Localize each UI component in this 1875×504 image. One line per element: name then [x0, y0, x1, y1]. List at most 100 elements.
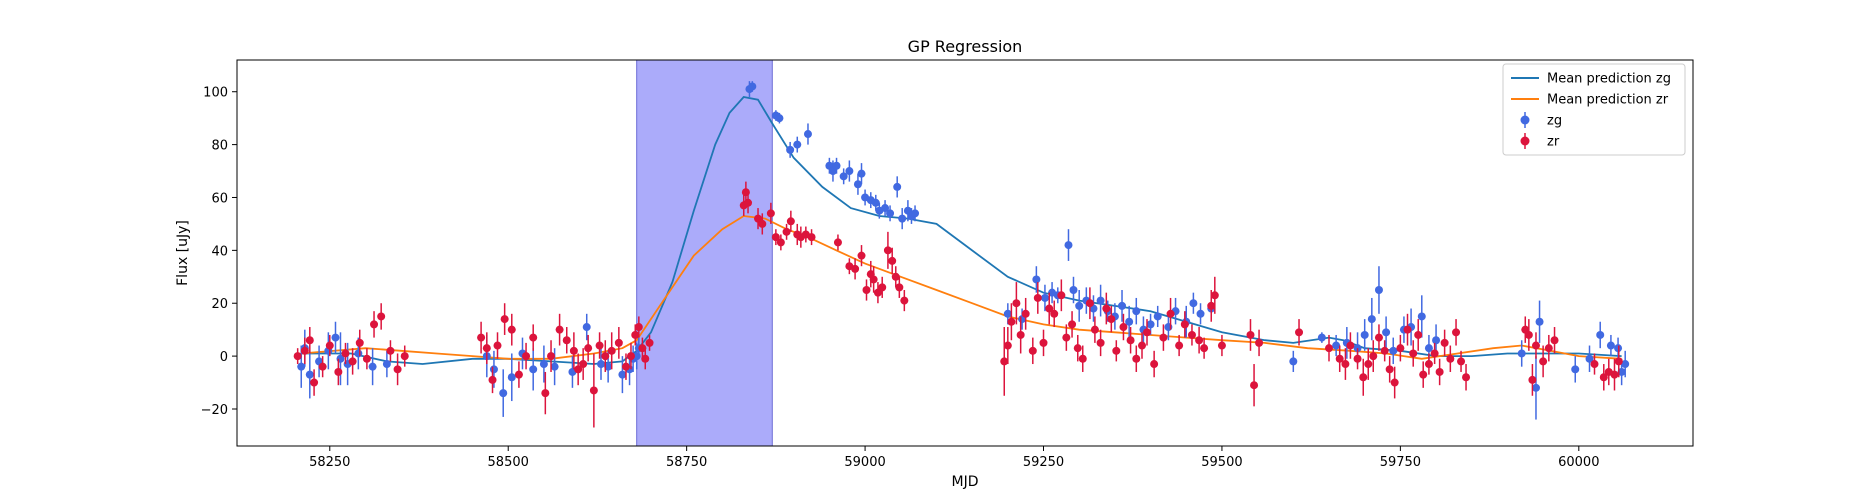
data-point — [574, 365, 583, 374]
data-point — [1535, 317, 1544, 326]
data-point — [1159, 333, 1168, 342]
data-point — [529, 365, 538, 374]
data-point — [331, 333, 340, 342]
legend: Mean prediction zg Mean prediction zr zg zr — [1502, 63, 1686, 156]
data-point — [1424, 344, 1433, 353]
data-point — [758, 219, 767, 228]
data-point — [582, 323, 591, 332]
data-point — [754, 214, 763, 223]
data-point — [1374, 333, 1383, 342]
data-point — [1325, 344, 1333, 353]
data-point — [1590, 360, 1599, 369]
data-point — [1374, 286, 1383, 295]
data-point — [1090, 325, 1099, 334]
legend-label-mean-prediction-zg: Mean prediction zg — [1547, 72, 1671, 87]
data-point — [1062, 333, 1071, 342]
data-point — [1389, 346, 1398, 355]
data-point — [886, 209, 895, 218]
data-point — [293, 352, 302, 361]
data-point — [782, 227, 791, 236]
x-axis-label: MJD — [952, 474, 979, 490]
data-point — [1069, 286, 1078, 295]
data-point — [555, 325, 564, 334]
data-point — [1033, 293, 1042, 302]
data-point — [550, 362, 559, 371]
data-point — [507, 373, 516, 382]
data-point — [1028, 346, 1037, 355]
data-point — [771, 233, 780, 242]
data-point — [1390, 378, 1399, 387]
data-point — [1359, 373, 1368, 382]
x-tick-label: 59000 — [844, 455, 885, 470]
data-point — [1430, 349, 1439, 358]
x-tick-label: 59750 — [1380, 455, 1421, 470]
legend-label-zg: zg — [1547, 114, 1562, 129]
data-point — [1341, 360, 1350, 369]
data-point — [1003, 341, 1012, 350]
data-point — [1217, 341, 1226, 350]
data-point — [1102, 304, 1111, 313]
data-point — [1414, 330, 1423, 339]
data-point — [1360, 330, 1369, 339]
data-point — [595, 341, 604, 350]
data-point — [1606, 341, 1615, 350]
data-point — [1119, 323, 1128, 332]
data-point — [1200, 344, 1209, 353]
data-point — [833, 238, 842, 247]
data-point — [348, 357, 357, 366]
data-point — [1380, 346, 1389, 355]
data-point — [547, 352, 556, 361]
data-point — [853, 180, 862, 189]
data-point — [1132, 307, 1141, 316]
data-point — [1207, 301, 1216, 310]
data-point — [1367, 315, 1376, 324]
data-point — [1143, 328, 1151, 337]
data-point — [1126, 336, 1135, 345]
data-point — [1064, 241, 1073, 250]
observation-points — [293, 81, 1630, 428]
data-point — [477, 333, 486, 342]
data-point — [368, 362, 377, 371]
data-point — [488, 375, 497, 384]
data-point — [1210, 291, 1219, 300]
data-point — [1531, 341, 1540, 350]
data-point — [1369, 352, 1378, 361]
data-point — [1544, 344, 1553, 353]
y-tick-label: 100 — [203, 86, 228, 101]
data-point — [1146, 320, 1155, 329]
data-point — [1166, 309, 1175, 318]
data-point — [386, 346, 395, 355]
prediction-lines — [301, 96, 1622, 365]
data-point — [1003, 309, 1012, 318]
data-point — [793, 140, 802, 149]
legend-marker-zg — [1520, 115, 1530, 125]
y-tick-label: 60 — [211, 191, 228, 206]
data-point — [1000, 357, 1009, 366]
data-point — [1462, 373, 1471, 382]
data-point — [1032, 275, 1041, 284]
data-point — [1045, 304, 1054, 313]
data-point — [645, 338, 654, 347]
data-point — [1075, 301, 1084, 310]
data-point — [1332, 341, 1341, 350]
data-point — [883, 246, 892, 255]
data-point — [895, 283, 904, 292]
data-point — [1452, 328, 1461, 337]
data-point — [1050, 309, 1059, 318]
data-point — [589, 386, 598, 395]
data-point — [1085, 299, 1094, 308]
data-point — [579, 360, 588, 369]
data-point — [634, 323, 643, 332]
data-point — [1353, 354, 1362, 363]
data-point — [1457, 357, 1466, 366]
data-point — [539, 360, 548, 369]
data-point — [873, 288, 882, 297]
data-point — [1295, 328, 1304, 337]
data-point — [1107, 315, 1116, 324]
data-point — [857, 251, 866, 260]
data-point — [1596, 330, 1605, 339]
data-point — [1175, 341, 1184, 350]
data-point — [1610, 370, 1619, 379]
series-line-mean-prediction-zg — [301, 96, 1622, 365]
